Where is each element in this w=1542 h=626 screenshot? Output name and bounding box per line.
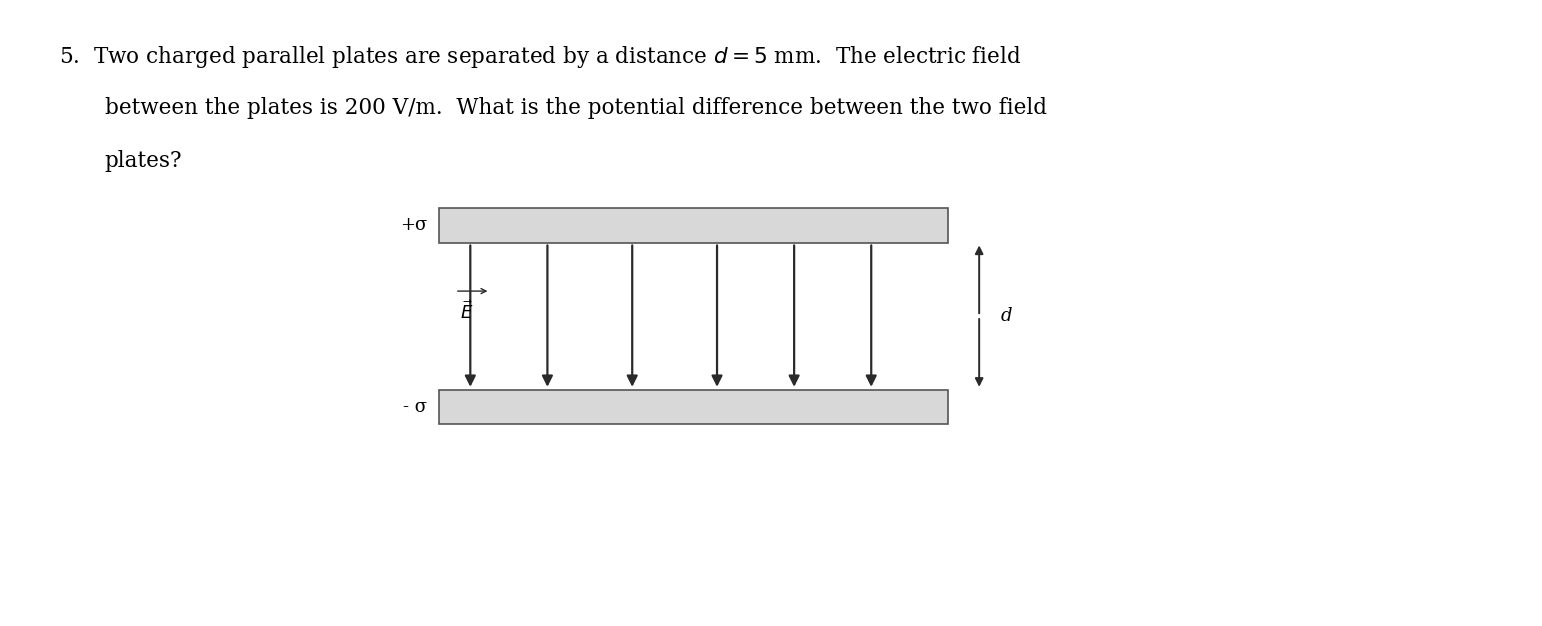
Text: 5.  Two charged parallel plates are separated by a distance $d = 5$ mm.  The ele: 5. Two charged parallel plates are separ…	[59, 44, 1021, 70]
Bar	[439, 208, 948, 242]
Text: between the plates is 200 V/m.  What is the potential difference between the two: between the plates is 200 V/m. What is t…	[105, 97, 1047, 119]
Text: +σ: +σ	[399, 217, 427, 234]
Text: plates?: plates?	[105, 150, 182, 172]
Text: d: d	[1001, 307, 1012, 325]
Bar	[439, 389, 948, 424]
Text: - σ: - σ	[402, 398, 427, 416]
Text: $\vec{E}$: $\vec{E}$	[460, 300, 473, 324]
